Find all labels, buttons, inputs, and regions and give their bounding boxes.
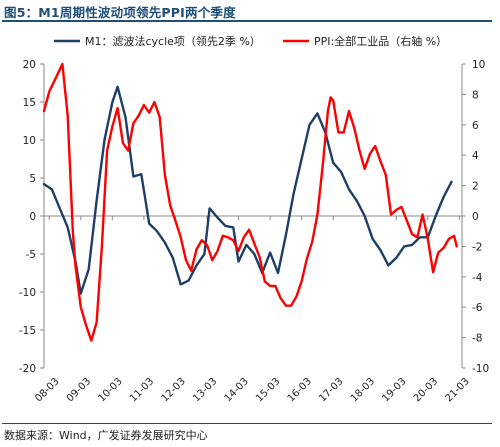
right-tick-label: 6	[472, 120, 479, 132]
right-tick-label: 0	[472, 211, 479, 223]
right-tick-label: -10	[472, 363, 489, 375]
x-tick-label: 21-03	[443, 376, 471, 404]
x-tick-label: 17-03	[317, 376, 345, 404]
right-tick-label: 8	[472, 89, 479, 101]
left-tick-label: 20	[23, 59, 36, 71]
left-tick-label: 15	[23, 97, 36, 109]
legend-item-m1-label: M1：滤波法cycle项（领先2季 %）	[85, 34, 261, 48]
left-tick-label: 5	[29, 173, 36, 185]
x-tick-label: 20-03	[412, 376, 440, 404]
m1-series-line	[42, 85, 453, 295]
legend-item-ppi-label: PPI:全部工业品（右轴 %）	[314, 34, 447, 48]
x-tick-label: 18-03	[349, 376, 377, 404]
x-tick-label: 19-03	[380, 376, 408, 404]
right-tick-label: 4	[472, 150, 479, 162]
series-layer	[42, 62, 458, 342]
x-tick-label: 15-03	[254, 376, 282, 404]
title-rule	[2, 20, 492, 22]
figure-title: 图5：M1周期性波动项领先PPI两个季度	[4, 5, 236, 20]
left-tick-label: -20	[19, 363, 36, 375]
x-tick-label: 14-03	[223, 376, 251, 404]
left-tick-label: -10	[19, 287, 36, 299]
left-tick-label: -15	[19, 325, 36, 337]
x-tick-label: 16-03	[286, 376, 314, 404]
right-tick-label: -6	[472, 302, 483, 314]
right-tick-label: -4	[472, 272, 483, 284]
chart: M1：滤波法cycle项（领先2季 %） PPI:全部工业品（右轴 %） -20-…	[19, 34, 489, 404]
right-tick-label: 10	[472, 59, 485, 71]
x-tick-label: 12-03	[160, 376, 188, 404]
left-tick-label: -5	[26, 249, 36, 261]
left-tick-label: 0	[29, 211, 36, 223]
x-tick-label: 09-03	[65, 376, 93, 404]
ppi-series-line	[42, 62, 458, 342]
right-tick-label: 2	[472, 181, 479, 193]
legend: M1：滤波法cycle项（领先2季 %） PPI:全部工业品（右轴 %）	[54, 34, 447, 48]
source-rule	[2, 423, 492, 424]
x-tick-label: 11-03	[128, 376, 156, 404]
right-tick-label: -8	[472, 333, 482, 345]
right-tick-label: -2	[472, 241, 482, 253]
left-tick-label: 10	[23, 135, 36, 147]
source-note: 数据来源：Wind，广发证券发展研究中心	[4, 429, 208, 442]
x-tick-label: 08-03	[33, 376, 61, 404]
x-tick-label: 10-03	[96, 376, 124, 404]
x-tick-label: 13-03	[191, 376, 219, 404]
